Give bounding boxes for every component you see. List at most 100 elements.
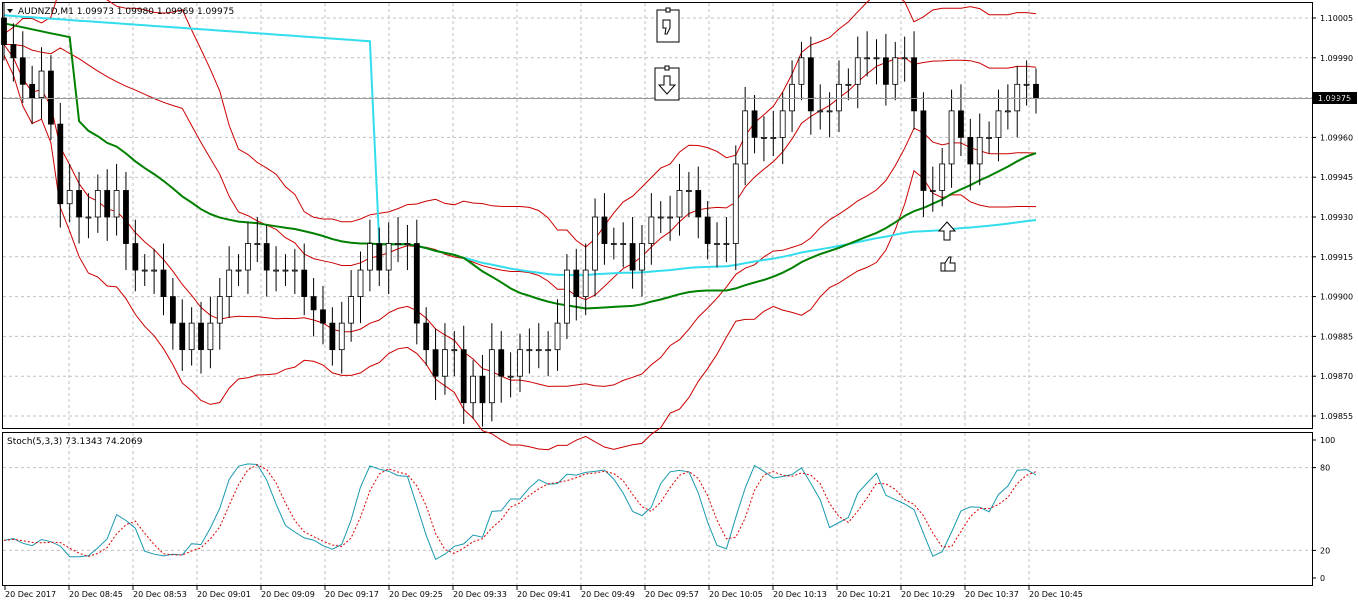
candle[interactable] [245, 222, 251, 294]
candle[interactable] [329, 307, 336, 366]
candle[interactable] [882, 33, 889, 106]
candle[interactable] [1, 2, 7, 61]
candle[interactable] [488, 323, 495, 422]
candle[interactable] [1004, 84, 1011, 130]
candle[interactable] [423, 307, 430, 366]
candle[interactable] [685, 171, 692, 217]
candle[interactable] [601, 193, 608, 265]
candle[interactable] [395, 217, 401, 263]
candle[interactable] [19, 31, 26, 103]
candle[interactable] [817, 84, 824, 130]
candle[interactable] [282, 254, 289, 286]
candle[interactable] [66, 163, 73, 223]
candle[interactable] [582, 243, 589, 316]
candle[interactable] [545, 331, 552, 377]
candle[interactable] [779, 92, 786, 164]
candle[interactable] [123, 171, 129, 271]
candle[interactable] [141, 254, 148, 286]
candle[interactable] [573, 248, 580, 321]
candle[interactable] [94, 174, 101, 233]
candle[interactable] [479, 354, 486, 427]
candle[interactable] [470, 360, 476, 419]
candle[interactable] [507, 352, 514, 398]
candle[interactable] [732, 145, 739, 271]
candle[interactable] [958, 84, 964, 156]
candle[interactable] [986, 121, 992, 154]
candle[interactable] [338, 301, 345, 374]
candle[interactable] [160, 243, 167, 316]
candle[interactable] [629, 217, 636, 289]
candle[interactable] [826, 92, 833, 138]
candle[interactable] [113, 163, 120, 236]
candle[interactable] [366, 219, 373, 292]
candle[interactable] [104, 169, 111, 241]
candle[interactable] [554, 299, 561, 371]
candle[interactable] [413, 219, 420, 345]
candle[interactable] [376, 227, 383, 286]
candle[interactable] [535, 323, 542, 369]
candle[interactable] [742, 86, 749, 186]
candle[interactable] [76, 171, 82, 244]
candle[interactable] [48, 55, 54, 141]
candle[interactable] [10, 23, 17, 82]
candle[interactable] [85, 193, 92, 239]
candle[interactable] [770, 110, 777, 156]
candle[interactable] [761, 116, 767, 162]
candle[interactable] [151, 248, 158, 294]
candle[interactable] [498, 331, 505, 403]
candle[interactable] [620, 222, 627, 268]
candle[interactable] [385, 222, 392, 294]
candle[interactable] [864, 31, 871, 77]
candle[interactable] [301, 243, 308, 316]
buy-arrow-up-icon[interactable] [937, 221, 957, 241]
candle[interactable] [273, 246, 279, 292]
candle[interactable] [179, 299, 186, 371]
candle[interactable] [845, 68, 852, 101]
candle[interactable] [939, 148, 946, 207]
candle[interactable] [873, 39, 880, 85]
candle[interactable] [188, 307, 195, 366]
candle[interactable] [460, 325, 467, 424]
dropdown-triangle-icon[interactable] [7, 9, 13, 13]
candle[interactable] [291, 248, 298, 294]
candle[interactable] [854, 36, 861, 109]
candle[interactable] [216, 278, 223, 350]
thumbs-up-icon[interactable] [940, 256, 956, 272]
candle[interactable] [976, 113, 983, 186]
candle[interactable] [235, 254, 242, 286]
candle[interactable] [667, 195, 674, 241]
candle[interactable] [132, 219, 139, 292]
candles[interactable] [1, 2, 1039, 427]
candle[interactable] [169, 278, 176, 350]
candle[interactable] [911, 31, 917, 130]
candle[interactable] [892, 41, 899, 101]
candle[interactable] [648, 193, 655, 265]
candle[interactable] [751, 94, 758, 154]
candle[interactable] [404, 224, 411, 271]
candle[interactable] [29, 65, 36, 125]
sell-arrow-down-icon[interactable] [654, 65, 680, 101]
candle[interactable] [526, 328, 533, 374]
candle[interactable] [320, 285, 326, 345]
candle[interactable] [198, 301, 204, 374]
candle[interactable] [901, 36, 908, 82]
candle[interactable] [442, 323, 448, 395]
candle[interactable] [789, 60, 795, 133]
candle[interactable] [714, 222, 720, 268]
candle[interactable] [610, 227, 617, 260]
candle[interactable] [836, 60, 842, 133]
candle[interactable] [1014, 65, 1021, 138]
candle[interactable] [798, 41, 805, 101]
candle[interactable] [432, 328, 439, 401]
candle[interactable] [676, 163, 683, 236]
candle[interactable] [695, 166, 702, 239]
candle[interactable] [310, 278, 317, 337]
candle[interactable] [348, 270, 355, 342]
candle[interactable] [517, 333, 523, 393]
candle[interactable] [920, 92, 927, 217]
candle[interactable] [1033, 68, 1039, 114]
candle[interactable] [723, 217, 730, 263]
candle[interactable] [57, 102, 64, 228]
candle[interactable] [995, 89, 1002, 162]
